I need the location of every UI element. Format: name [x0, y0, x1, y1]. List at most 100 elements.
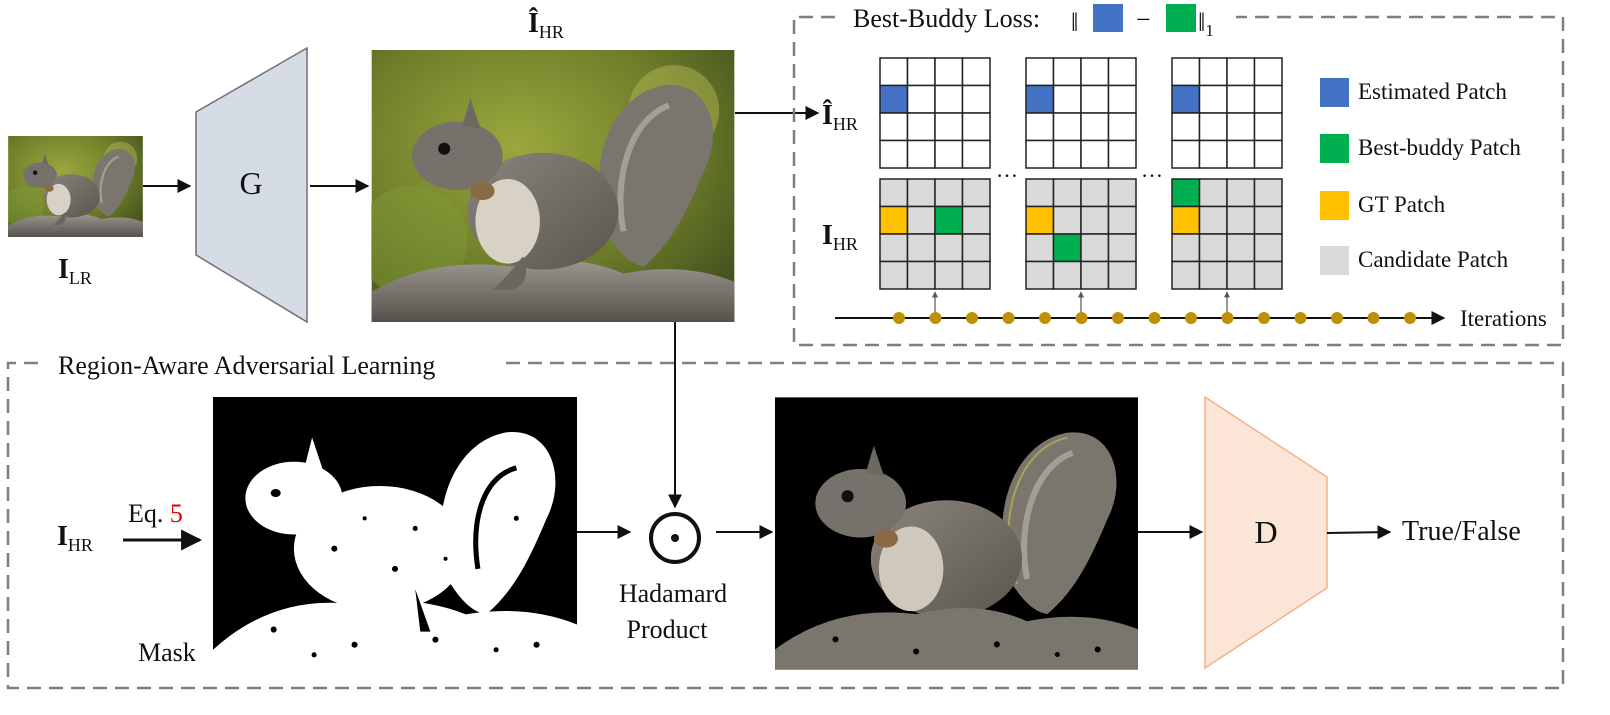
legend-item: Best-buddy Patch — [1320, 134, 1521, 163]
patch-cell — [1025, 57, 1055, 87]
iteration-dot — [966, 312, 978, 324]
legend-label: Estimated Patch — [1358, 79, 1507, 104]
region-aware-title: Region-Aware Adversarial Learning — [58, 351, 435, 380]
legend-swatch — [1320, 191, 1349, 220]
iteration-dot — [893, 312, 905, 324]
patch-cell — [879, 205, 909, 235]
patch-cell — [1080, 178, 1110, 208]
patch-grids — [879, 57, 1283, 316]
patch-cell — [1198, 260, 1228, 290]
patch-cell — [934, 112, 964, 142]
patch-cell — [879, 260, 909, 290]
arrow-d-to-output — [1326, 525, 1392, 540]
patch-cell — [934, 84, 964, 114]
formula-bestbuddy-swatch — [1166, 4, 1196, 32]
patch-cell — [906, 205, 936, 235]
patch-cell — [961, 260, 991, 290]
patch-cell — [961, 205, 991, 235]
patch-cell — [1171, 233, 1201, 263]
iteration-dot — [1075, 312, 1088, 324]
patch-cell — [1107, 233, 1137, 263]
patch-grid-top-2 — [1025, 57, 1137, 169]
legend-item: Candidate Patch — [1320, 246, 1509, 275]
patch-cell — [1226, 260, 1256, 290]
hadamard-label-line2: Product — [627, 615, 709, 644]
patch-cell — [1198, 233, 1228, 263]
patch-cell — [1107, 112, 1137, 142]
norm-left: ‖ — [1071, 8, 1078, 37]
patch-cell — [1052, 84, 1082, 114]
patch-cell — [1253, 178, 1283, 208]
patch-cell — [1052, 112, 1082, 142]
patch-cell — [1025, 112, 1055, 142]
patch-cell — [1025, 205, 1055, 235]
patch-cell — [934, 233, 964, 263]
masked-image — [775, 397, 1138, 669]
patch-cell — [1107, 205, 1137, 235]
ellipsis-1: … — [996, 157, 1018, 182]
i-hr-grid-label: IHR — [822, 220, 858, 254]
patch-cell — [879, 112, 909, 142]
patch-cell — [879, 84, 909, 114]
patch-cell — [1253, 139, 1283, 169]
patch-grid-bot-3 — [1171, 178, 1283, 290]
patch-cell — [1080, 57, 1110, 87]
iteration-dot — [1185, 312, 1197, 324]
patch-cell — [1226, 139, 1256, 169]
eq-reference: Eq. 5 — [128, 499, 183, 528]
sr-image — [357, 50, 735, 322]
iteration-dot — [1367, 312, 1380, 324]
patch-cell — [1226, 233, 1256, 263]
patch-cell — [1052, 139, 1082, 169]
patch-cell — [1025, 139, 1055, 169]
patch-grid-top-1 — [879, 57, 991, 169]
patch-cell — [1107, 57, 1137, 87]
patch-cell — [1025, 260, 1055, 290]
patch-cell — [906, 233, 936, 263]
patch-cell — [1080, 233, 1110, 263]
patch-cell — [1226, 112, 1256, 142]
patch-cell — [1198, 178, 1228, 208]
i-lr-label: ILR — [58, 254, 92, 288]
legend-label: GT Patch — [1358, 192, 1446, 217]
patch-cell — [1052, 205, 1082, 235]
patch-cell — [879, 178, 909, 208]
legend-swatch — [1320, 78, 1349, 107]
patch-cell — [961, 178, 991, 208]
iteration-dot — [1112, 312, 1124, 324]
patch-grid-bot-2 — [1025, 178, 1137, 290]
patch-cell — [1253, 205, 1283, 235]
discriminator-block — [1204, 395, 1328, 670]
lr-image — [3, 136, 143, 237]
patch-cell — [1080, 205, 1110, 235]
patch-cell — [961, 84, 991, 114]
patch-cell — [1171, 57, 1201, 87]
patch-cell — [906, 178, 936, 208]
i-hr-hat-grid-label: ÎHR — [822, 100, 858, 134]
patch-cell — [934, 205, 964, 235]
patch-cell — [961, 112, 991, 142]
patch-cell — [1171, 84, 1201, 114]
patch-cell — [1080, 84, 1110, 114]
patch-cell — [1052, 178, 1082, 208]
iteration-dot — [1039, 312, 1051, 324]
patch-cell — [1107, 178, 1137, 208]
ellipsis-2: … — [1141, 157, 1163, 182]
patch-cell — [1226, 205, 1256, 235]
output-label: True/False — [1402, 516, 1521, 547]
patch-cell — [1198, 139, 1228, 169]
patch-cell — [1052, 260, 1082, 290]
mask-image — [213, 397, 577, 670]
iteration-dot — [1404, 312, 1416, 324]
patch-cell — [1226, 84, 1256, 114]
patch-cell — [1198, 205, 1228, 235]
iteration-dot — [1294, 312, 1307, 324]
patch-grid-top-3 — [1171, 57, 1283, 169]
iteration-dot — [1221, 312, 1234, 324]
patch-grid-bot-1 — [879, 178, 991, 290]
formula-estimated-swatch — [1093, 4, 1123, 32]
patch-cell — [1171, 112, 1201, 142]
patch-cell — [879, 139, 909, 169]
patch-cell — [1171, 178, 1201, 208]
